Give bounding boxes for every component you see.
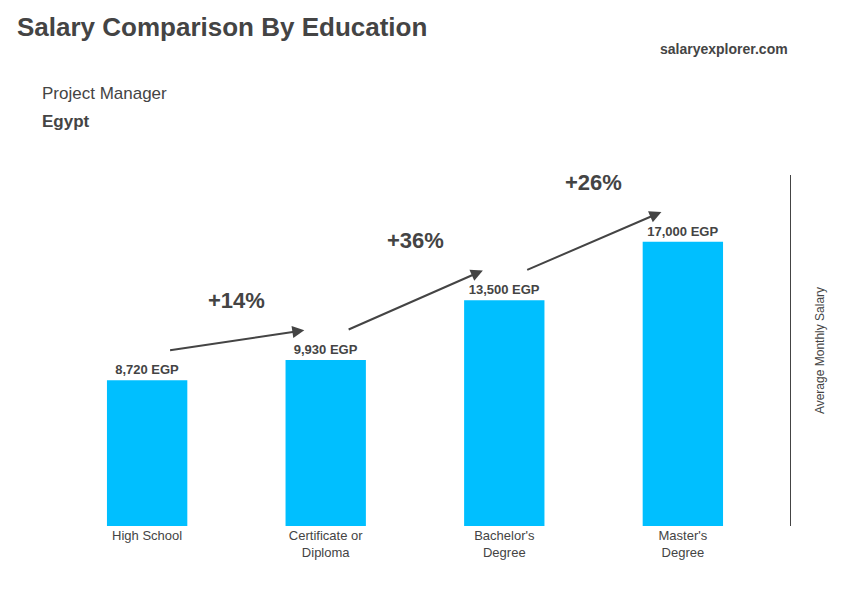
svg-text:Egypt: Egypt	[42, 112, 90, 131]
svg-text:+36%: +36%	[387, 228, 444, 253]
svg-text:salaryexplorer.com: salaryexplorer.com	[660, 41, 788, 57]
svg-text:High School: High School	[112, 528, 182, 543]
svg-text:Bachelor'sDegree: Bachelor'sDegree	[474, 528, 535, 560]
svg-text:9,930 EGP: 9,930 EGP	[294, 342, 358, 357]
svg-text:Average Monthly Salary: Average Monthly Salary	[813, 287, 827, 414]
svg-text:Salary Comparison By Education: Salary Comparison By Education	[17, 12, 427, 42]
svg-text:8,720 EGP: 8,720 EGP	[115, 362, 179, 377]
svg-text:17,000 EGP: 17,000 EGP	[647, 224, 718, 239]
svg-text:Project Manager: Project Manager	[42, 84, 167, 103]
svg-text:13,500 EGP: 13,500 EGP	[469, 282, 540, 297]
svg-text:Master'sDegree: Master'sDegree	[659, 528, 708, 560]
svg-text:Certificate orDiploma: Certificate orDiploma	[289, 528, 363, 560]
svg-text:+14%: +14%	[208, 288, 265, 313]
svg-text:+26%: +26%	[565, 170, 622, 195]
